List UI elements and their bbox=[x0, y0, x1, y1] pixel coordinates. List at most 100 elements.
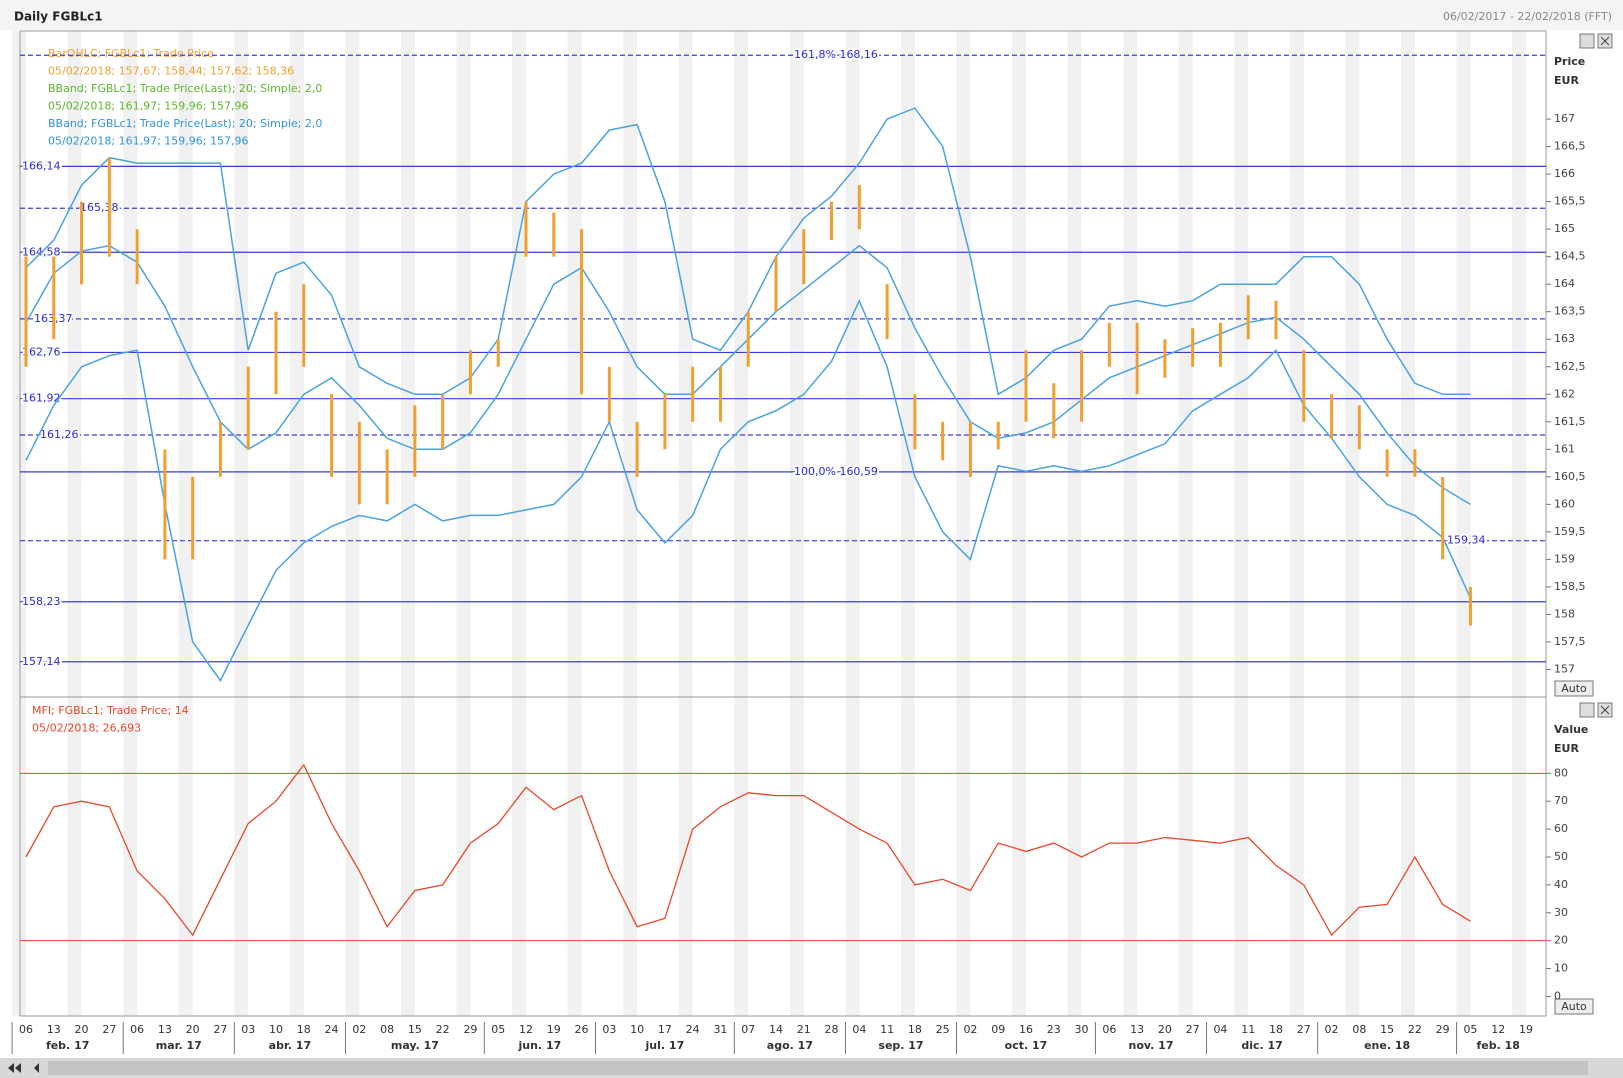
legend-text: 05/02/2018; 161,97; 159,96; 157,96 bbox=[48, 135, 248, 148]
x-tick-label: 13 bbox=[158, 1023, 172, 1036]
x-tick-label: 31 bbox=[713, 1023, 727, 1036]
y-tick-label: 166 bbox=[1554, 167, 1575, 180]
y-tick-label: 50 bbox=[1554, 850, 1568, 863]
y-tick-label: 164,5 bbox=[1554, 250, 1586, 263]
month-label: sep. 17 bbox=[878, 1039, 923, 1052]
x-tick-label: 26 bbox=[575, 1023, 589, 1036]
x-tick-label: 20 bbox=[75, 1023, 89, 1036]
month-label: jun. 17 bbox=[518, 1039, 562, 1052]
y-tick-label: 10 bbox=[1554, 962, 1568, 975]
x-tick-label: 12 bbox=[1491, 1023, 1505, 1036]
y-tick-label: 80 bbox=[1554, 766, 1568, 779]
stripe bbox=[567, 31, 582, 1016]
x-tick-label: 24 bbox=[325, 1023, 339, 1036]
auto-button[interactable] bbox=[1554, 680, 1594, 697]
maximize-button[interactable] bbox=[1579, 33, 1595, 49]
auto-label: Auto bbox=[1561, 682, 1587, 695]
stripe bbox=[1456, 31, 1471, 1016]
x-tick-label: 18 bbox=[1269, 1023, 1283, 1036]
y-tick-label: 162 bbox=[1554, 387, 1575, 400]
level-label: 166,14 bbox=[22, 159, 61, 172]
y-tick-label: 157 bbox=[1554, 662, 1575, 675]
panel-buttons bbox=[1579, 33, 1613, 718]
stripe bbox=[234, 31, 249, 1016]
y-tick-label: 157,5 bbox=[1554, 635, 1586, 648]
y-tick-label: 165 bbox=[1554, 222, 1575, 235]
x-tick-label: 12 bbox=[519, 1023, 533, 1036]
x-tick-label: 08 bbox=[1352, 1023, 1366, 1036]
stripe bbox=[1401, 31, 1415, 1016]
level-label: 159,34 bbox=[1447, 534, 1486, 547]
x-tick-label: 03 bbox=[602, 1023, 616, 1036]
axis-unit: EUR bbox=[1554, 74, 1579, 87]
legend-text: BBand; FGBLc1; Trade Price(Last); 20; Si… bbox=[48, 117, 322, 130]
x-tick-label: 15 bbox=[408, 1023, 422, 1036]
x-tick-label: 30 bbox=[1075, 1023, 1089, 1036]
stripe bbox=[1512, 31, 1526, 1016]
y-tick-label: 166,5 bbox=[1554, 140, 1586, 153]
x-tick-label: 10 bbox=[630, 1023, 644, 1036]
stripe bbox=[734, 31, 749, 1016]
x-tick-label: 16 bbox=[1019, 1023, 1033, 1036]
x-tick-label: 13 bbox=[1130, 1023, 1144, 1036]
x-tick-label: 07 bbox=[741, 1023, 755, 1036]
month-label: jul. 17 bbox=[645, 1039, 685, 1052]
stripe bbox=[1289, 31, 1304, 1016]
y-tick-label: 161,5 bbox=[1554, 415, 1586, 428]
x-tick-label: 17 bbox=[658, 1023, 672, 1036]
y-tick-label: 167 bbox=[1554, 112, 1575, 125]
x-tick-label: 28 bbox=[825, 1023, 839, 1036]
x-tick-label: 18 bbox=[297, 1023, 311, 1036]
x-tick-label: 11 bbox=[1241, 1023, 1255, 1036]
y-tick-label: 161 bbox=[1554, 442, 1575, 455]
axis-title: Value bbox=[1554, 723, 1588, 736]
x-tick-label: 13 bbox=[47, 1023, 61, 1036]
stripe bbox=[1234, 31, 1249, 1016]
x-tick-label: 29 bbox=[463, 1023, 477, 1036]
y-tick-label: 20 bbox=[1554, 934, 1568, 947]
y-tick-label: 162,5 bbox=[1554, 360, 1586, 373]
x-tick-label: 15 bbox=[1380, 1023, 1394, 1036]
level-label: 161,8% 168,16 bbox=[794, 48, 878, 61]
y-tick-label: 163 bbox=[1554, 332, 1575, 345]
title-bar bbox=[0, 0, 1623, 30]
auto-button[interactable] bbox=[1554, 998, 1594, 1015]
x-tick-label: 27 bbox=[213, 1023, 227, 1036]
stripe bbox=[1123, 31, 1138, 1016]
x-tick-label: 20 bbox=[1158, 1023, 1172, 1036]
month-label: oct. 17 bbox=[1005, 1039, 1048, 1052]
auto-label: Auto bbox=[1561, 1000, 1587, 1013]
x-tick-label: 27 bbox=[102, 1023, 116, 1036]
y-tick-label: 40 bbox=[1554, 878, 1568, 891]
x-tick-label: 02 bbox=[963, 1023, 977, 1036]
scroll-thumb[interactable] bbox=[48, 1061, 1588, 1075]
day-stripes bbox=[12, 31, 1526, 1016]
legend-text: BarOHLC; FGBLc1; Trade Price bbox=[48, 47, 214, 60]
month-label: mar. 17 bbox=[156, 1039, 202, 1052]
x-tick-label: 20 bbox=[186, 1023, 200, 1036]
stripe bbox=[845, 31, 860, 1016]
date-range: 06/02/2017 - 22/02/2018 (FFT) bbox=[1443, 10, 1612, 23]
x-tick-label: 06 bbox=[19, 1023, 33, 1036]
stripe bbox=[512, 31, 526, 1016]
legend-text: MFI; FGBLc1; Trade Price; 14 bbox=[32, 704, 189, 717]
month-label: feb. 17 bbox=[46, 1039, 89, 1052]
x-tick-label: 18 bbox=[908, 1023, 922, 1036]
month-label: nov. 17 bbox=[1129, 1039, 1174, 1052]
y-tick-label: 30 bbox=[1554, 906, 1568, 919]
stripe bbox=[178, 31, 193, 1016]
level-label: 162,76 bbox=[22, 345, 61, 358]
stripe bbox=[1012, 31, 1026, 1016]
stripe bbox=[1067, 31, 1082, 1016]
y-tick-label: 165,5 bbox=[1554, 195, 1586, 208]
stripe bbox=[67, 31, 82, 1016]
stripe bbox=[289, 31, 304, 1016]
x-tick-label: 19 bbox=[547, 1023, 561, 1036]
window-title: Daily FGBLc1 bbox=[14, 10, 103, 24]
maximize-button[interactable] bbox=[1579, 702, 1595, 718]
x-tick-label: 22 bbox=[1408, 1023, 1422, 1036]
x-tick-label: 02 bbox=[352, 1023, 366, 1036]
y-tick-label: 164 bbox=[1554, 277, 1575, 290]
